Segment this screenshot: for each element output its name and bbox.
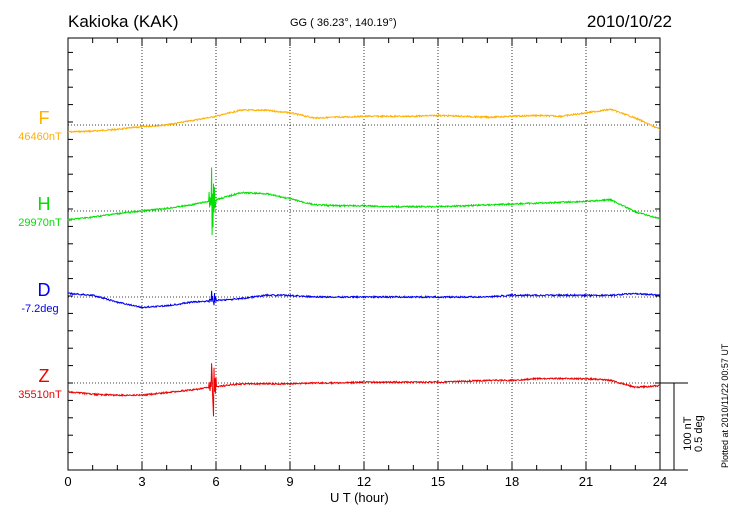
series-label-d: D [37,280,51,300]
plotted-timestamp: Plotted at 2010/11/22 00:57 UT [720,343,730,468]
x-tick-label: 0 [64,474,72,489]
x-tick-label: 3 [138,474,146,489]
series-label-z: Z [38,366,50,386]
baseline-f: 46460nT [18,131,62,143]
baseline-d: -7.2deg [21,303,59,315]
station-coords: GG ( 36.23°, 140.19°) [290,17,397,29]
x-axis-label: U T (hour) [330,490,389,505]
series-label-h: H [37,194,51,214]
scale-deg: 0.5 deg [693,415,705,452]
x-tick-label: 9 [286,474,294,489]
x-tick-label: 12 [356,474,372,489]
station-title: Kakioka (KAK) [68,12,179,31]
baseline-z: 35510nT [18,389,62,401]
x-tick-label: 15 [430,474,446,489]
x-tick-label: 6 [212,474,220,489]
plot-date: 2010/10/22 [586,12,672,31]
series-label-f: F [38,108,50,128]
x-tick-label: 24 [652,474,668,489]
trace-h [67,167,661,236]
trace-f [67,108,661,134]
x-tick-label: 18 [504,474,520,489]
scale-bar-label: 100 nT 0.5 deg [682,415,705,452]
trace-d [67,290,661,309]
baseline-h: 29970nT [18,217,62,229]
x-tick-label: 21 [578,474,594,489]
trace-z [67,363,661,417]
